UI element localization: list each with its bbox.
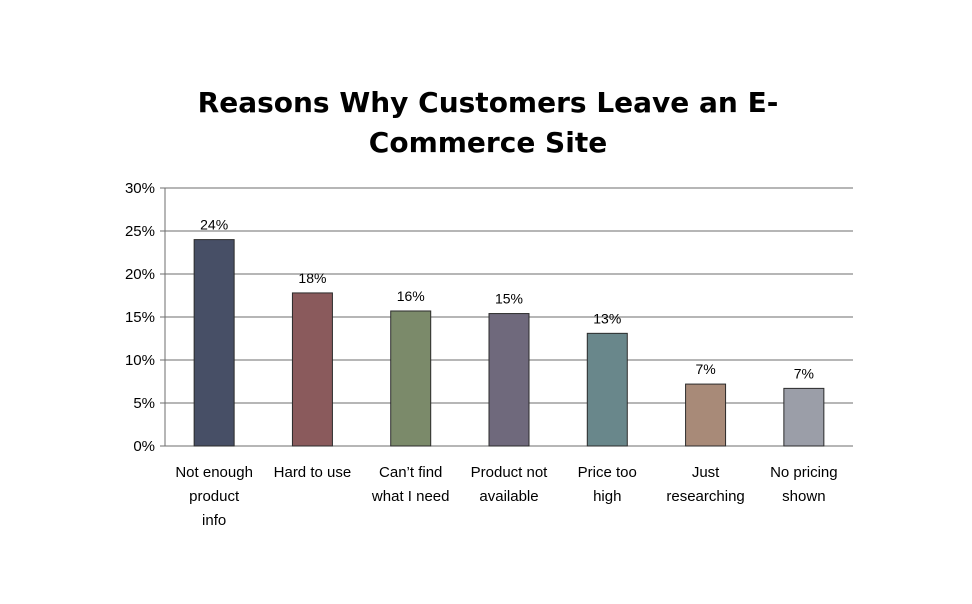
- category-label: product: [189, 488, 240, 505]
- category-label: Hard to use: [274, 464, 352, 481]
- data-label: 16%: [397, 288, 425, 304]
- chart-title-line-1: Reasons Why Customers Leave an E-: [198, 86, 779, 119]
- bar: [783, 387, 825, 447]
- category-label: Can’t find: [379, 464, 442, 481]
- y-tick-label: 5%: [133, 395, 155, 412]
- category-label: info: [202, 512, 226, 529]
- data-label: 18%: [298, 270, 326, 286]
- y-tick-label: 25%: [125, 223, 155, 240]
- category-label: available: [479, 488, 538, 505]
- bar: [586, 332, 628, 447]
- bar: [291, 292, 333, 447]
- y-tick-label: 15%: [125, 309, 155, 326]
- bars: [193, 239, 825, 447]
- data-label: 13%: [593, 310, 621, 326]
- category-label: researching: [666, 488, 744, 505]
- data-label: 7%: [794, 365, 814, 381]
- category-label: Just: [692, 464, 720, 481]
- chart-title-line-2: Commerce Site: [369, 126, 607, 159]
- bar: [193, 239, 235, 447]
- bar: [390, 310, 432, 447]
- data-label: 15%: [495, 291, 523, 307]
- category-label: Not enough: [175, 464, 253, 481]
- category-labels: Not enough product info Hard to use Can’t fi…: [175, 464, 837, 529]
- y-tick-label: 30%: [125, 180, 155, 197]
- category-label: shown: [782, 488, 825, 505]
- data-labels: 24% 18% 16% 15% 13% 7% 7%: [200, 217, 814, 382]
- bar: [488, 313, 530, 447]
- data-label: 7%: [695, 361, 715, 377]
- y-tick-label: 20%: [125, 266, 155, 283]
- data-label: 24%: [200, 217, 228, 233]
- bar: [685, 383, 727, 447]
- category-label: Product not: [471, 464, 549, 481]
- category-label: No pricing: [770, 464, 838, 481]
- category-label: Price too: [578, 464, 637, 481]
- y-tick-label: 0%: [133, 438, 155, 455]
- category-label: what I need: [371, 488, 450, 505]
- y-axis-tick-labels: 0% 5% 10% 15% 20% 25% 30%: [125, 180, 155, 455]
- y-tick-label: 10%: [125, 352, 155, 369]
- category-label: high: [593, 488, 621, 505]
